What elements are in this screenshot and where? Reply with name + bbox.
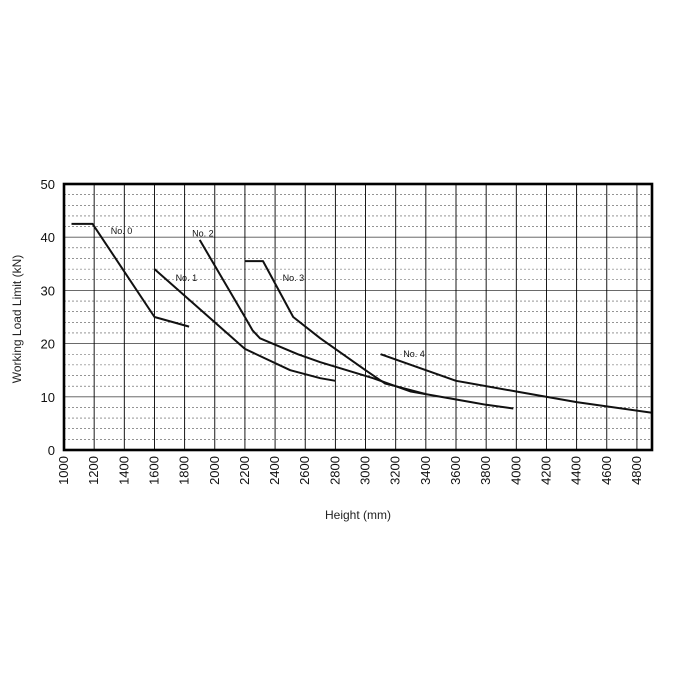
x-tick-label: 2000: [207, 456, 222, 485]
y-tick-label: 40: [41, 230, 55, 245]
x-tick-label: 1200: [86, 456, 101, 485]
series-line-1: [153, 268, 336, 382]
x-tick-label: 4600: [599, 456, 614, 485]
x-tick-label: 3800: [478, 456, 493, 485]
x-tick-label: 3400: [418, 456, 433, 485]
x-tick-label: 2200: [237, 456, 252, 485]
grid: [64, 184, 652, 450]
y-tick-label: 0: [48, 443, 55, 458]
x-tick-label: 2600: [297, 456, 312, 485]
x-tick-label: 2800: [327, 456, 342, 485]
x-tick-label: 1600: [146, 456, 161, 485]
x-tick-label: 4200: [538, 456, 553, 485]
x-tick-label: 3600: [448, 456, 463, 485]
plot-frame: [62, 182, 654, 452]
series-label: No. 1: [176, 273, 198, 283]
x-tick-label: 3000: [358, 456, 373, 485]
x-axis-title: Height (mm): [325, 508, 391, 522]
series-label: No. 2: [192, 229, 214, 239]
series-layer: [71, 222, 653, 414]
series-label: No. 4: [403, 349, 425, 359]
series-line-4: [380, 353, 653, 414]
series-line-2: [198, 239, 427, 396]
y-tick-label: 30: [41, 283, 55, 298]
x-tick-label: 4800: [629, 456, 644, 485]
y-tick-label: 20: [41, 337, 55, 352]
y-tick-label: 50: [41, 177, 55, 192]
x-tick-label: 3200: [388, 456, 403, 485]
annotation-layer: No. 0 No. 2 No. 1 No. 3 No. 4: [111, 226, 425, 359]
y-axis-ticks: 0 10 20 30 40 50: [41, 177, 55, 458]
series-line-3: [244, 260, 514, 410]
series-line-0: [71, 222, 190, 328]
y-axis-title: Working Load Limit (kN): [10, 255, 24, 383]
x-axis-ticks: 1000 1200 1400 1600 1800 2000 2200 2400 2600 2800…: [56, 456, 644, 485]
x-tick-label: 1800: [177, 456, 192, 485]
y-tick-label: 10: [41, 390, 55, 405]
series-label: No. 0: [111, 226, 133, 236]
x-tick-label: 2400: [267, 456, 282, 485]
x-tick-label: 1000: [56, 456, 71, 485]
series-label: No. 3: [283, 273, 305, 283]
x-tick-label: 4400: [569, 456, 584, 485]
x-tick-label: 1400: [116, 456, 131, 485]
x-tick-label: 4000: [508, 456, 523, 485]
